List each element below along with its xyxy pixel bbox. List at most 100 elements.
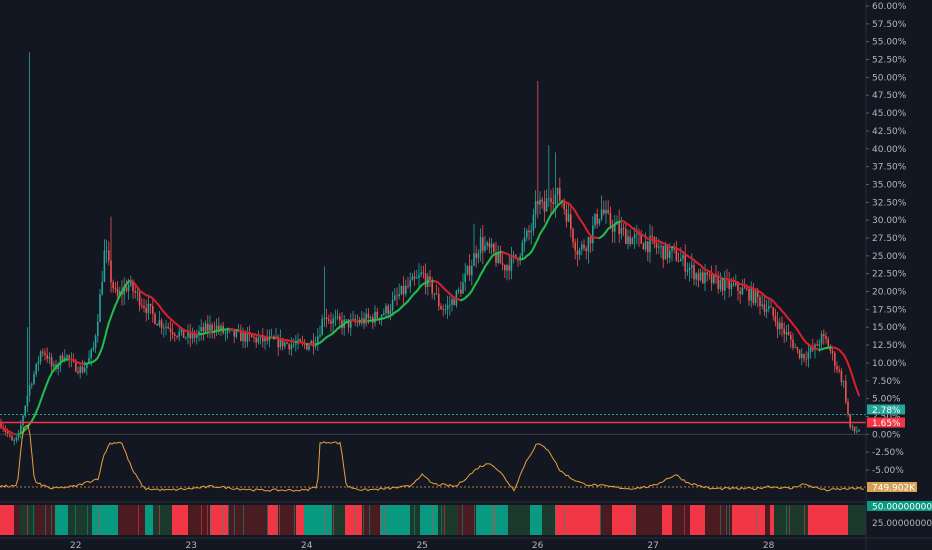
- heatmap-stripe: [504, 505, 505, 535]
- candle-body: [317, 336, 319, 344]
- heatmap-cell: [508, 505, 530, 535]
- moving-average-segment: [101, 338, 106, 349]
- candle-body: [145, 307, 147, 313]
- time-axis-tick: 24: [301, 541, 313, 550]
- candle-body: [411, 276, 414, 281]
- candle-body: [94, 335, 97, 348]
- candle-body: [112, 282, 114, 289]
- candle-body: [526, 230, 528, 238]
- candle-body: [420, 272, 422, 275]
- heatmap-cell: [304, 505, 332, 535]
- price-axis[interactable]: 60.00% 57.50% 55.00% 52.50% 50.00% 47.50% 45.0…: [866, 2, 932, 529]
- candle-body: [147, 303, 150, 313]
- candle-body: [160, 320, 163, 328]
- candle-body: [15, 437, 18, 441]
- price-axis-tick: 7.50%: [872, 377, 901, 387]
- candle-body: [807, 352, 810, 360]
- candle-body: [622, 228, 625, 230]
- candle-body: [534, 201, 537, 215]
- candle-body: [345, 319, 348, 321]
- candle-body: [391, 299, 394, 311]
- candle-body: [603, 209, 605, 214]
- price-badge-label: 1.65%: [872, 419, 901, 429]
- candle-body: [0, 423, 2, 428]
- candle-body: [607, 210, 609, 213]
- candle-body: [735, 282, 737, 285]
- candle-body: [554, 194, 557, 204]
- candle-body: [796, 347, 799, 350]
- candle-body: [202, 327, 205, 332]
- heatmap-cell: [530, 505, 542, 535]
- candle-body: [255, 337, 257, 343]
- moving-average-segment: [855, 388, 860, 397]
- moving-average-segment: [851, 375, 856, 384]
- heatmap-stripe: [690, 505, 691, 535]
- heatmap-stripe: [51, 505, 52, 535]
- candle-body: [253, 337, 255, 339]
- candle-body: [365, 313, 367, 324]
- candle-body: [589, 237, 592, 244]
- candle-body: [724, 278, 726, 291]
- price-axis-tick: 12.50%: [872, 341, 907, 351]
- candle-body: [416, 277, 418, 279]
- candle-body: [42, 351, 44, 353]
- candle-body: [834, 353, 836, 366]
- candle-body: [655, 243, 658, 248]
- heatmap-stripe: [27, 505, 28, 535]
- heatmap-stripe: [540, 505, 541, 535]
- candle-body: [510, 255, 513, 271]
- candle-body: [295, 343, 297, 345]
- candle-body: [495, 252, 497, 263]
- candle-body: [583, 244, 585, 249]
- candle-body: [424, 273, 427, 287]
- candle-body: [277, 336, 279, 348]
- price-axis-tick: -5.00%: [872, 466, 904, 476]
- candle-body: [457, 289, 460, 291]
- time-axis-tick: 23: [186, 541, 197, 550]
- candle-body: [130, 281, 132, 286]
- candle-body: [200, 327, 202, 332]
- heatmap-stripe: [633, 505, 634, 535]
- heatmap-stripe: [333, 505, 334, 535]
- candle-body: [743, 287, 746, 289]
- heatmap-stripe: [33, 505, 34, 535]
- candle-body: [818, 343, 821, 346]
- candle-body: [92, 347, 95, 350]
- candlestick-series: [0, 52, 860, 446]
- time-axis[interactable]: 22 23 24 25 26 27 28: [0, 537, 932, 550]
- candle-body: [816, 344, 818, 346]
- heatmap-stripe: [492, 505, 493, 535]
- candle-body: [398, 294, 400, 297]
- heatmap-stripe: [216, 505, 217, 535]
- candle-body: [290, 344, 293, 350]
- heatmap-stripe: [234, 505, 235, 535]
- candle-body: [136, 292, 139, 294]
- candle-body: [559, 188, 561, 201]
- heatmap-cell: [296, 505, 304, 535]
- candle-body: [785, 332, 788, 335]
- heatmap-stripe: [159, 505, 160, 535]
- candle-body: [114, 288, 117, 290]
- candle-body: [805, 358, 807, 360]
- candle-body: [385, 305, 387, 314]
- price-axis-tick: 37.50%: [872, 163, 907, 173]
- candle-body: [541, 199, 543, 202]
- candle-body: [244, 332, 246, 342]
- candle-body: [669, 250, 671, 258]
- candle-body: [119, 291, 121, 296]
- heatmap-stripe: [720, 505, 721, 535]
- candle-body: [512, 254, 515, 256]
- candle-body: [402, 285, 405, 295]
- candle-body: [858, 429, 860, 432]
- candle-body: [449, 304, 451, 306]
- candle-body: [167, 326, 169, 329]
- candle-body: [75, 360, 77, 372]
- candle-body: [856, 431, 858, 433]
- candle-body: [90, 349, 92, 358]
- candle-body: [471, 265, 473, 276]
- price-axis-tick: 35.00%: [872, 180, 907, 190]
- candle-body: [757, 290, 759, 298]
- heatmap-stripe: [222, 505, 223, 535]
- candle-body: [171, 331, 174, 335]
